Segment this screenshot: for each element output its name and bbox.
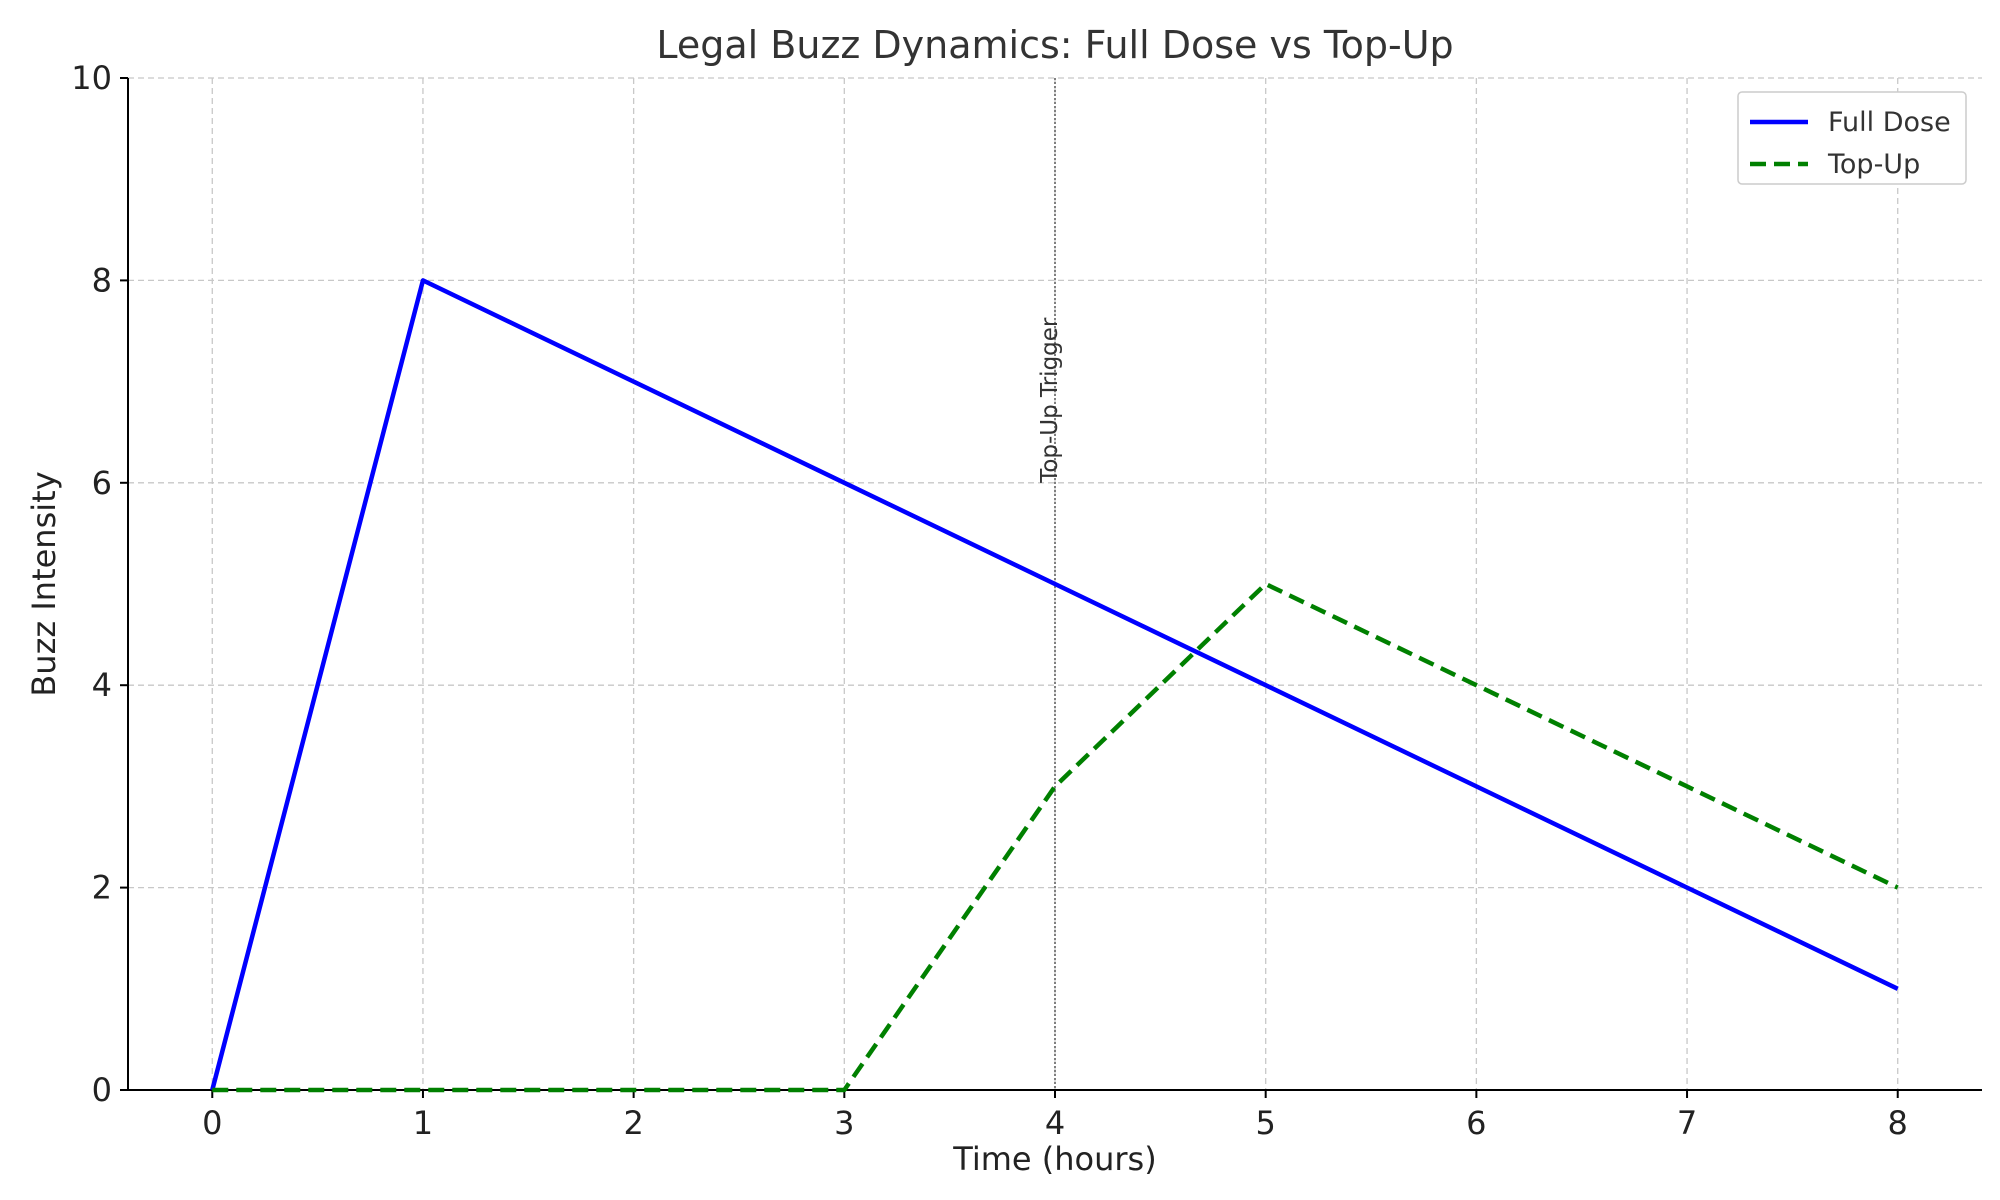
ticks: 0 1 2 3 4 5 6 7 8 0 2 4 6 8 10 — [71, 59, 1908, 1142]
y-tick-label-8: 8 — [92, 261, 112, 299]
x-tick-label-0: 0 — [202, 1104, 222, 1142]
legend-label-full-dose: Full Dose — [1828, 107, 1951, 138]
x-tick-label-6: 6 — [1466, 1104, 1486, 1142]
x-tick-label-1: 1 — [413, 1104, 433, 1142]
annotation-label: Top-Up Trigger — [1037, 317, 1063, 484]
series-line-top-up — [212, 581, 1899, 1093]
series-line-full-dose — [210, 278, 1899, 1091]
series — [210, 278, 1899, 1093]
legend: Full Dose Top-Up — [1737, 91, 1967, 185]
chart-title: Legal Buzz Dynamics: Full Dose vs Top-Up — [656, 23, 1453, 67]
y-tick-label-10: 10 — [71, 59, 112, 97]
x-tick-label-4: 4 — [1045, 1104, 1065, 1142]
legend-box — [1737, 91, 1967, 185]
y-axis-title: Buzz Intensity — [25, 471, 63, 696]
x-tick-label-7: 7 — [1677, 1104, 1697, 1142]
y-tick-label-2: 2 — [92, 869, 112, 907]
x-tick-label-5: 5 — [1256, 1104, 1276, 1142]
legend-label-top-up: Top-Up — [1827, 149, 1920, 180]
x-axis-title: Time (hours) — [952, 1140, 1156, 1178]
x-tick-label-3: 3 — [834, 1104, 854, 1142]
y-tick-label-6: 6 — [92, 464, 112, 502]
y-tick-label-4: 4 — [92, 666, 112, 704]
y-tick-label-0: 0 — [92, 1071, 112, 1109]
x-tick-label-8: 8 — [1888, 1104, 1908, 1142]
x-tick-label-2: 2 — [623, 1104, 643, 1142]
